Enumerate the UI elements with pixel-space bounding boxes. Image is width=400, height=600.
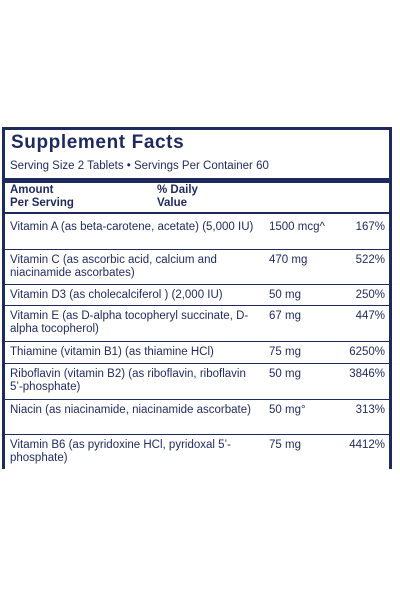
nutrient-amount: 75 mg xyxy=(269,439,301,451)
nutrient-amount: 50 mg xyxy=(269,289,301,301)
nutrient-name: Riboflavin (vitamin B2) (as riboflavin, … xyxy=(10,368,246,393)
nutrient-daily-value: 250% xyxy=(355,289,385,301)
header-dv-line2: Value xyxy=(157,197,188,209)
nutrient-name: Vitamin C (as ascorbic acid, calcium and… xyxy=(10,254,217,279)
nutrient-daily-value: 522% xyxy=(355,254,385,266)
heavy-divider xyxy=(5,178,389,183)
nutrient-row: Vitamin B6 (as pyridoxine HCl, pyridoxal… xyxy=(5,435,389,469)
serving-info: Serving Size 2 Tablets • Servings Per Co… xyxy=(10,160,269,172)
nutrient-amount: 50 mg xyxy=(269,368,301,380)
nutrient-daily-value: 167% xyxy=(355,221,385,233)
nutrient-row: Riboflavin (vitamin B2) (as riboflavin, … xyxy=(5,364,389,400)
nutrient-name: Thiamine (vitamin B1) (as thiamine HCl) xyxy=(10,346,214,358)
nutrient-row: Niacin (as niacinamide, niacinamide asco… xyxy=(5,400,389,435)
nutrient-daily-value: 4412% xyxy=(349,439,385,451)
nutrient-daily-value: 3846% xyxy=(349,368,385,380)
header-amount-per-serving: Amount Per Serving xyxy=(10,184,74,210)
medium-divider xyxy=(5,212,389,214)
nutrient-daily-value: 313% xyxy=(355,404,385,416)
header-amount-line1: Amount xyxy=(10,184,54,196)
nutrient-row: Vitamin A (as beta-carotene, acetate) (5… xyxy=(5,217,389,250)
nutrient-row: Thiamine (vitamin B1) (as thiamine HCl) … xyxy=(5,342,389,364)
nutrient-amount: 75 mg xyxy=(269,346,301,358)
header-amount-line2: Per Serving xyxy=(10,197,74,209)
nutrient-amount: 50 mg° xyxy=(269,404,306,416)
nutrient-amount: 470 mg xyxy=(269,254,308,266)
nutrient-amount: 1500 mcg^ xyxy=(269,221,325,233)
nutrient-name: Niacin (as niacinamide, niacinamide asco… xyxy=(10,404,251,416)
panel-title: Supplement Facts xyxy=(11,132,185,153)
nutrient-name: Vitamin B6 (as pyridoxine HCl, pyridoxal… xyxy=(10,439,231,464)
nutrient-rows: Vitamin A (as beta-carotene, acetate) (5… xyxy=(5,217,389,469)
nutrient-daily-value: 6250% xyxy=(349,346,385,358)
nutrient-row: Vitamin C (as ascorbic acid, calcium and… xyxy=(5,250,389,285)
nutrient-row: Vitamin E (as D-alpha tocopheryl succina… xyxy=(5,306,389,342)
header-dv-line1: % Daily xyxy=(157,184,198,196)
nutrient-name: Vitamin A (as beta-carotene, acetate) (5… xyxy=(10,221,254,233)
nutrient-row: Vitamin D3 (as cholecalciferol ) (2,000 … xyxy=(5,285,389,306)
supplement-facts-panel: Supplement Facts Serving Size 2 Tablets … xyxy=(2,127,392,469)
nutrient-name: Vitamin D3 (as cholecalciferol ) (2,000 … xyxy=(10,289,223,301)
header-daily-value: % Daily Value xyxy=(157,184,198,210)
nutrient-name: Vitamin E (as D-alpha tocopheryl succina… xyxy=(10,310,249,335)
nutrient-daily-value: 447% xyxy=(355,310,385,322)
nutrient-amount: 67 mg xyxy=(269,310,301,322)
